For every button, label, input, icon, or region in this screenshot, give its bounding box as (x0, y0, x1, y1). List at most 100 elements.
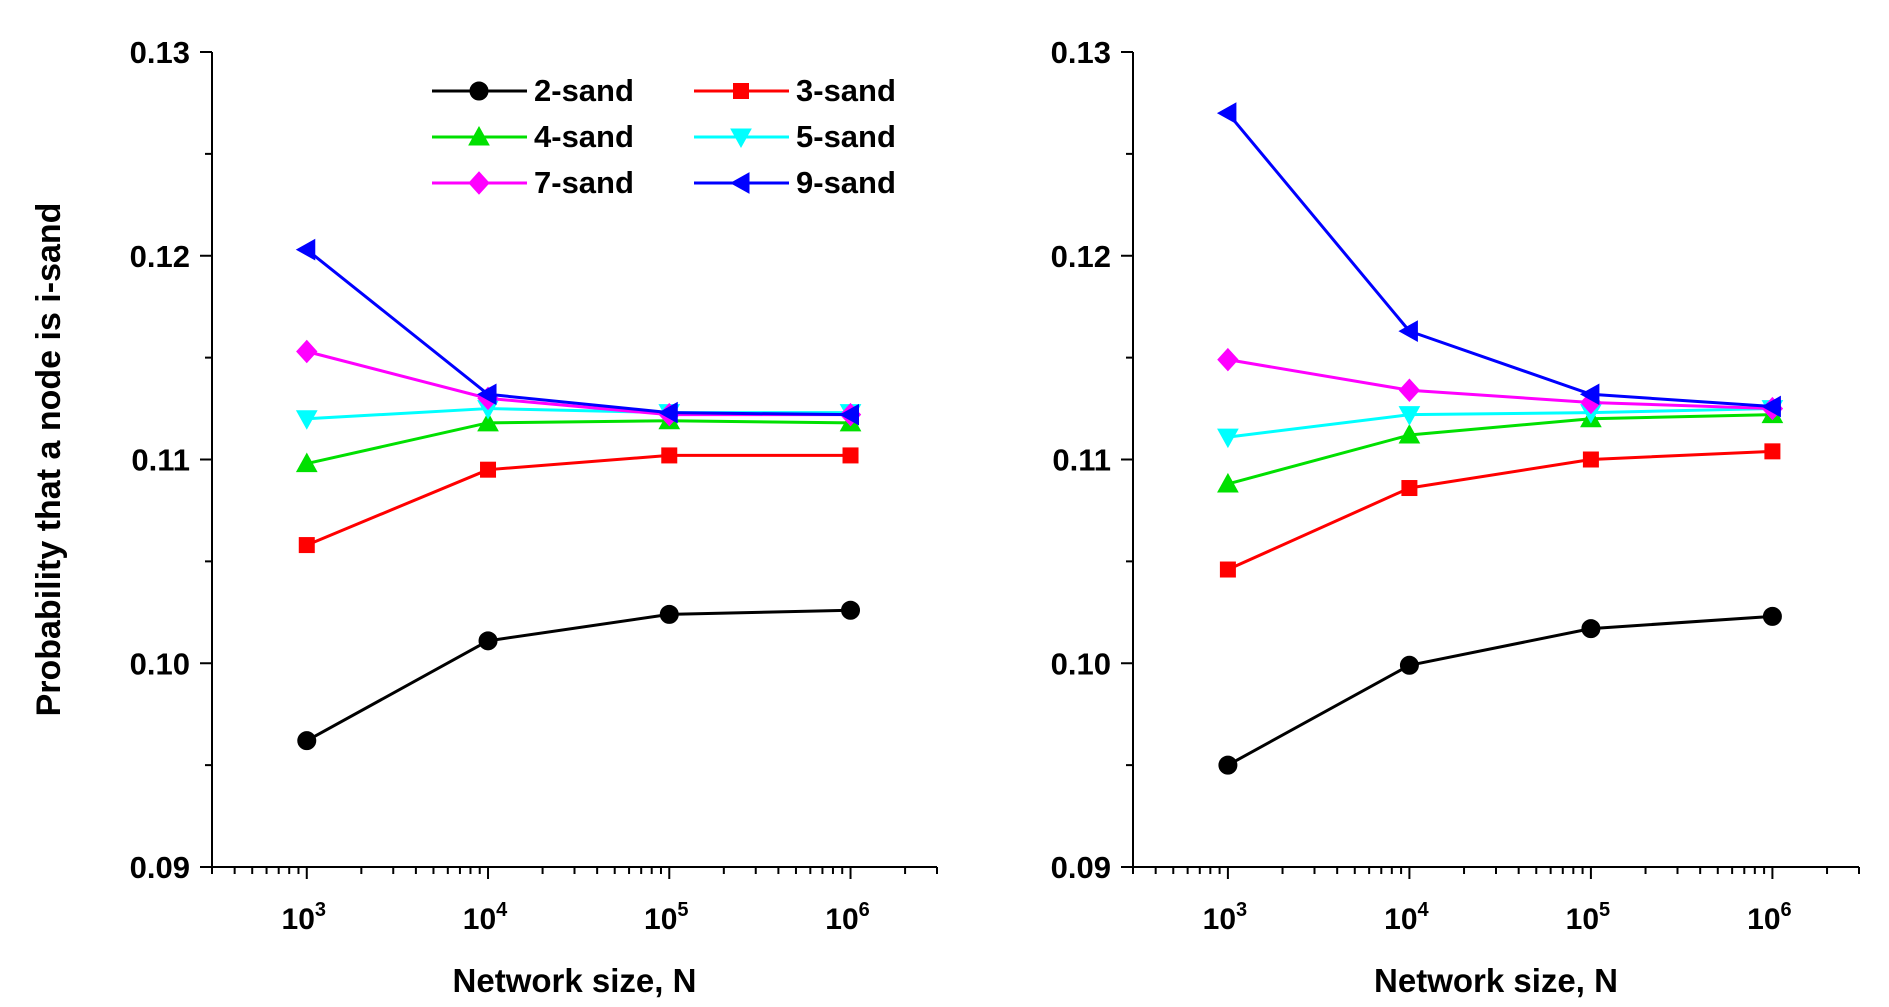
series-3-sand (298, 447, 859, 554)
data-point-2-sand (841, 600, 861, 620)
y-tick-label: 0.09 (1051, 850, 1111, 885)
series-line-4-sand (1227, 413, 1773, 486)
x-tick-exponent: 3 (315, 899, 326, 921)
x-axis-label: Network size, N (1374, 962, 1618, 999)
data-point-3-sand (1401, 480, 1418, 497)
legend-label: 7-sand (534, 165, 634, 200)
x-tick-base: 10 (1384, 903, 1417, 936)
y-tick-label: 0.12 (130, 239, 190, 274)
series-3-sand (1219, 443, 1781, 578)
x-tick-base: 10 (1566, 903, 1599, 936)
data-point-3-sand (842, 447, 859, 464)
data-point-2-sand (659, 604, 679, 624)
data-point-4-sand (1398, 424, 1421, 444)
data-point-5-sand (1217, 428, 1239, 449)
y-tick-label: 0.10 (1051, 646, 1111, 681)
series-line-9-sand (1226, 112, 1773, 409)
data-point-9-sand (476, 383, 497, 406)
data-point-9-sand (1398, 320, 1418, 342)
y-tick-label: 0.09 (130, 850, 190, 885)
x-tick-label: 104 (463, 899, 508, 936)
legend-marker-7-sand (468, 171, 490, 195)
series-2-sand (297, 600, 861, 751)
x-tick-exponent: 4 (496, 899, 508, 921)
x-tick-base: 10 (1747, 903, 1780, 936)
legend-label: 5-sand (796, 119, 896, 154)
x-tick-base: 10 (644, 903, 677, 936)
data-point-9-sand (658, 401, 678, 424)
x-tick-label: 103 (282, 899, 327, 936)
x-tick-exponent: 3 (1236, 899, 1247, 921)
data-point-3-sand (661, 447, 678, 464)
y-tick-label: 0.10 (130, 646, 190, 681)
data-point-7-sand (296, 339, 318, 364)
legend-marker-4-sand (468, 125, 490, 146)
series-line-5-sand (1227, 407, 1773, 439)
data-point-9-sand (1216, 102, 1237, 124)
data-point-3-sand (1764, 443, 1781, 460)
data-point-9-sand (1761, 395, 1781, 418)
series-line-9-sand (305, 248, 851, 417)
data-point-3-sand (480, 461, 497, 478)
data-point-5-sand (1398, 406, 1421, 426)
legend-marker-5-sand (730, 128, 752, 149)
legend-label: 4-sand (534, 119, 634, 154)
x-tick-exponent: 6 (1781, 899, 1792, 921)
series-line-2-sand (306, 608, 851, 742)
x-tick-label: 105 (1566, 899, 1611, 936)
data-point-9-sand (839, 403, 860, 426)
data-point-7-sand (1398, 378, 1421, 402)
series-line-3-sand (1227, 449, 1773, 571)
x-tick-exponent: 5 (677, 899, 688, 921)
legend-marker-2-sand (469, 81, 489, 101)
x-axis-label: Network size, N (453, 962, 697, 999)
legend-label: 3-sand (796, 73, 896, 108)
y-tick-label: 0.12 (1051, 239, 1111, 274)
x-tick-base: 10 (463, 903, 496, 936)
y-tick-label: 0.13 (1051, 35, 1111, 70)
series-line-2-sand (1227, 614, 1773, 767)
data-point-2-sand (1581, 619, 1601, 639)
data-point-2-sand (478, 631, 498, 651)
series-4-sand (1217, 403, 1784, 493)
series-line-7-sand (1227, 358, 1773, 411)
series-9-sand (1216, 102, 1781, 418)
legend: 2-sand 3-sand 4-sand 5-sand 7-sand 9-sand (432, 73, 896, 200)
data-point-7-sand (1217, 347, 1239, 372)
data-point-9-sand (295, 238, 316, 261)
x-tick-label: 106 (1747, 899, 1792, 936)
legend-marker-3-sand (733, 83, 749, 99)
x-tick-label: 105 (644, 899, 689, 936)
x-tick-exponent: 4 (1418, 899, 1430, 921)
legend-marker-9-sand (729, 172, 750, 194)
y-tick-label: 0.13 (130, 35, 190, 70)
x-tick-label: 104 (1384, 899, 1429, 936)
data-point-4-sand (1217, 472, 1239, 493)
data-point-3-sand (1582, 451, 1599, 468)
x-tick-label: 106 (825, 899, 870, 936)
y-tick-label: 0.11 (131, 443, 190, 478)
data-point-9-sand (1579, 383, 1600, 406)
series-line-7-sand (306, 350, 851, 417)
data-point-2-sand (1762, 606, 1782, 626)
data-point-4-sand (477, 411, 499, 432)
series-2-sand (1218, 606, 1782, 775)
legend-label: 9-sand (796, 165, 896, 200)
y-axis-label: Probability that a node is i-sand (30, 203, 68, 717)
x-tick-base: 10 (825, 903, 858, 936)
data-point-3-sand (1219, 561, 1236, 578)
x-tick-label: 103 (1203, 899, 1248, 936)
data-point-5-sand (295, 410, 318, 430)
x-tick-exponent: 6 (859, 899, 870, 921)
series-9-sand (295, 238, 860, 426)
x-tick-base: 10 (1203, 903, 1236, 936)
y-tick-label: 0.11 (1052, 443, 1111, 478)
data-point-2-sand (1399, 655, 1419, 675)
x-tick-exponent: 5 (1599, 899, 1610, 921)
series-line-3-sand (306, 453, 851, 547)
data-point-4-sand (295, 452, 318, 473)
data-point-2-sand (1218, 755, 1238, 775)
